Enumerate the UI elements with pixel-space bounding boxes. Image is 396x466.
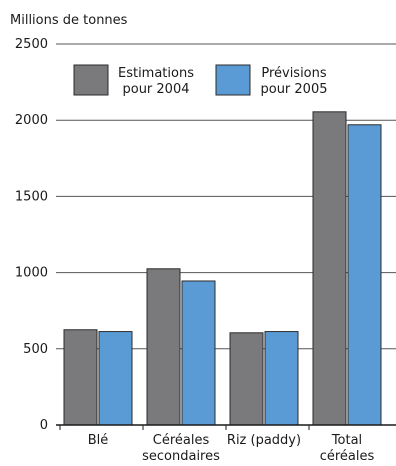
x-category-label: Total	[331, 433, 362, 448]
bar-previsions	[98, 331, 133, 426]
bar-estimations	[146, 268, 181, 426]
legend-label: pour 2005	[260, 82, 327, 97]
y-tick-label: 0	[40, 418, 48, 433]
y-tick-label: 500	[23, 342, 48, 357]
x-category-label: Riz (paddy)	[227, 433, 301, 448]
legend-swatch	[215, 64, 251, 96]
x-category-label: céréales	[320, 449, 375, 464]
legend-label: Prévisions	[261, 66, 327, 81]
y-axis-title: Millions de tonnes	[10, 13, 128, 28]
y-tick-label: 1000	[15, 266, 48, 281]
bar-previsions	[264, 331, 299, 426]
legend-label: pour 2004	[122, 82, 189, 97]
legend-swatch	[73, 64, 109, 96]
bar-previsions	[181, 280, 216, 426]
bar-estimations	[312, 111, 347, 426]
y-tick-label: 1500	[15, 189, 48, 204]
bar-estimations	[63, 329, 98, 426]
bar-previsions	[347, 124, 382, 426]
y-tick-label: 2000	[15, 113, 48, 128]
legend-label: Estimations	[118, 66, 194, 81]
x-category-label: secondaires	[142, 449, 220, 464]
bars	[63, 111, 382, 426]
x-category-label: Céréales	[153, 433, 210, 448]
bar-estimations	[229, 332, 264, 426]
y-tick-label: 2500	[15, 37, 48, 52]
x-category-label: Blé	[88, 433, 109, 448]
y-tick-labels: 0 500 1000 1500 2000 2500	[15, 37, 48, 433]
